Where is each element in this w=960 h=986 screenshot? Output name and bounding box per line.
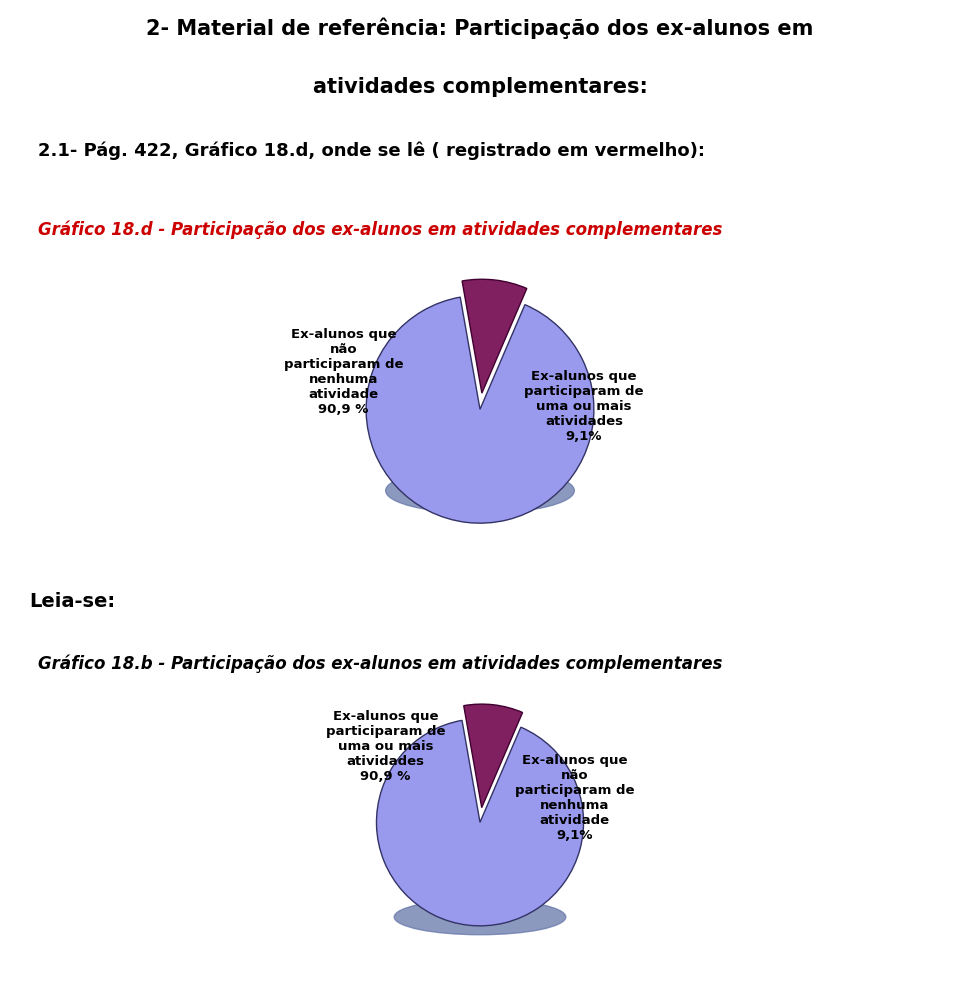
Wedge shape (376, 721, 584, 926)
Text: Ex-alunos que
não
participaram de
nenhuma
atividade
90,9 %: Ex-alunos que não participaram de nenhum… (283, 328, 403, 416)
Text: 2.1- Pág. 422, Gráfico 18.d, onde se lê ( registrado em vermelho):: 2.1- Pág. 422, Gráfico 18.d, onde se lê … (38, 142, 706, 161)
Wedge shape (462, 279, 527, 393)
Text: 2- Material de referência: Participação dos ex-alunos em: 2- Material de referência: Participação … (146, 18, 814, 39)
Text: Leia-se:: Leia-se: (29, 592, 115, 611)
Wedge shape (366, 297, 594, 524)
Ellipse shape (401, 428, 559, 482)
Wedge shape (464, 704, 522, 808)
Text: Ex-alunos que
não
participaram de
nenhuma
atividade
9,1%: Ex-alunos que não participaram de nenhum… (515, 754, 635, 842)
Text: Ex-alunos que
participaram de
uma ou mais
atividades
90,9 %: Ex-alunos que participaram de uma ou mai… (325, 710, 445, 783)
Text: Gráfico 18.d - Participação dos ex-alunos em atividades complementares: Gráfico 18.d - Participação dos ex-aluno… (38, 221, 723, 240)
Text: Gráfico 18.b - Participação dos ex-alunos em atividades complementares: Gráfico 18.b - Participação dos ex-aluno… (38, 655, 723, 673)
Text: atividades complementares:: atividades complementares: (313, 77, 647, 97)
Text: Ex-alunos que
participaram de
uma ou mais
atividades
9,1%: Ex-alunos que participaram de uma ou mai… (524, 370, 644, 444)
Ellipse shape (386, 468, 574, 514)
Ellipse shape (395, 899, 565, 935)
